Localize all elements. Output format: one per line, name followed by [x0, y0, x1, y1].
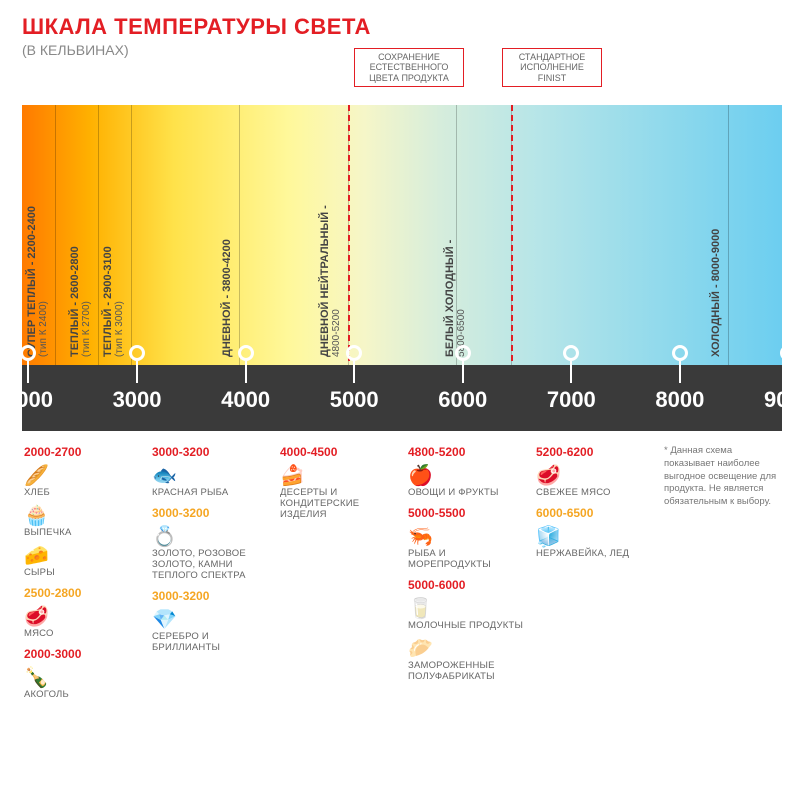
product-icon: 🍰 [280, 466, 398, 486]
product-column: 4000-4500 🍰ДЕСЕРТЫ И КОНДИТЕРСКИЕ ИЗДЕЛИЯ [280, 445, 398, 792]
product-label: СЕРЕБРО И БРИЛЛИАНТЫ [152, 632, 270, 654]
product-column: * Данная схема показывает наиболее выгод… [664, 445, 782, 792]
temp-range-label: 3000-3200 [152, 589, 270, 603]
product-item: 🧁 ВЫПЕЧКА [24, 506, 142, 539]
callout-box: СТАНДАРТНОЕ ИСПОЛНЕНИЕ FINIST [502, 48, 602, 87]
product-grid: 2000-2700 🥖 ХЛЕБ 🧁 ВЫПЕЧКА 🧀 СЫРЫ 2500-2800 🥩 МЯС… [24, 445, 782, 792]
spectrum-gradient [22, 105, 782, 365]
spectrum-divider [55, 105, 56, 365]
temp-range-label: 2000-2700 [24, 445, 142, 459]
kelvin-axis: 20003000400050006000700080009000 [22, 365, 782, 431]
temp-range-label: 3000-3200 [152, 506, 270, 520]
product-label: ЗАМОРОЖЕННЫЕ ПОЛУФАБРИКАТЫ [408, 661, 526, 683]
color-spectrum: СУПЕР ТЕПЛЫЙ - 2200-2400(тип К 2400) ТЕПЛ… [22, 105, 782, 365]
product-item: 🥩 МЯСО [24, 607, 142, 640]
product-icon: 🥩 [536, 466, 654, 486]
temp-range-label: 6000-6500 [536, 506, 654, 520]
product-icon: 🥖 [24, 466, 142, 486]
product-label: СВЕЖЕЕ МЯСО [536, 488, 654, 499]
product-icon: 🦐 [408, 527, 526, 547]
axis-tick: 2000 [4, 345, 53, 413]
product-icon: 💍 [152, 527, 270, 547]
axis-tick: 3000 [113, 345, 162, 413]
temp-range-label: 4000-4500 [280, 445, 398, 459]
spectrum-divider [131, 105, 132, 365]
axis-tick: 8000 [655, 345, 704, 413]
spectrum-band-label: ТЕПЛЫЙ - 2600-2800(тип К 2700) [69, 246, 92, 357]
spectrum-band-label: БЕЛЫЙ ХОЛОДНЫЙ -5800-6500 [444, 240, 467, 357]
product-icon: 🥩 [24, 607, 142, 627]
product-column: 2000-2700 🥖 ХЛЕБ 🧁 ВЫПЕЧКА 🧀 СЫРЫ 2500-2800 🥩 МЯС… [24, 445, 142, 792]
axis-tick: 5000 [330, 345, 379, 413]
spectrum-band-label: ТЕПЛЫЙ - 2900-3100(тип К 3000) [102, 246, 125, 357]
product-icon: 💎 [152, 610, 270, 630]
spectrum-divider [98, 105, 99, 365]
product-label: НЕРЖАВЕЙКА, ЛЕД [536, 549, 654, 560]
spectrum-band-label: СУПЕР ТЕПЛЫЙ - 2200-2400(тип К 2400) [26, 206, 49, 357]
product-column: 4800-5200 🍎 ОВОЩИ И ФРУКТЫ 5000-5500 🦐РЫБА И… [408, 445, 526, 792]
spectrum-dashed-marker [348, 105, 350, 365]
product-label: ДЕСЕРТЫ И КОНДИТЕРСКИЕ ИЗДЕЛИЯ [280, 488, 398, 521]
product-label: МОЛОЧНЫЕ ПРОДУКТЫ [408, 621, 526, 632]
product-icon: 🧁 [24, 506, 142, 526]
axis-tick: 7000 [547, 345, 596, 413]
product-item: 🍎 ОВОЩИ И ФРУКТЫ [408, 466, 526, 499]
product-item: 🥩 СВЕЖЕЕ МЯСО [536, 466, 654, 499]
callout-box: СОХРАНЕНИЕ ЕСТЕСТВЕННОГО ЦВЕТА ПРОДУКТА [354, 48, 464, 87]
product-item: 🦐РЫБА И МОРЕПРОДУКТЫ [408, 527, 526, 571]
product-column: 5200-6200 🥩 СВЕЖЕЕ МЯСО 6000-6500 🧊 НЕРЖАВЕЙК… [536, 445, 654, 792]
product-item: 🐟 КРАСНАЯ РЫБА [152, 466, 270, 499]
temp-range-label: 3000-3200 [152, 445, 270, 459]
product-item: 💎СЕРЕБРО И БРИЛЛИАНТЫ [152, 610, 270, 654]
product-icon: 🧊 [536, 527, 654, 547]
product-label: ЗОЛОТО, РОЗОВОЕ ЗОЛОТО, КАМНИ ТЕПЛОГО СП… [152, 549, 270, 582]
product-item: 🍰ДЕСЕРТЫ И КОНДИТЕРСКИЕ ИЗДЕЛИЯ [280, 466, 398, 521]
temp-range-label: 5200-6200 [536, 445, 654, 459]
product-label: РЫБА И МОРЕПРОДУКТЫ [408, 549, 526, 571]
product-item: 💍ЗОЛОТО, РОЗОВОЕ ЗОЛОТО, КАМНИ ТЕПЛОГО С… [152, 527, 270, 582]
spectrum-container: СУПЕР ТЕПЛЫЙ - 2200-2400(тип К 2400) ТЕПЛ… [22, 105, 782, 431]
spectrum-band-label: ХОЛОДНЫЙ - 8000-9000 [710, 229, 722, 357]
footnote-text: * Данная схема показывает наиболее выгод… [664, 445, 782, 509]
product-label: КРАСНАЯ РЫБА [152, 488, 270, 499]
product-item: 🥛 МОЛОЧНЫЕ ПРОДУКТЫ [408, 599, 526, 632]
callouts-layer: СОХРАНЕНИЕ ЕСТЕСТВЕННОГО ЦВЕТА ПРОДУКТА С… [0, 48, 800, 106]
temp-range-label: 4800-5200 [408, 445, 526, 459]
product-item: 🥟ЗАМОРОЖЕННЫЕ ПОЛУФАБРИКАТЫ [408, 639, 526, 683]
product-icon: 🍎 [408, 466, 526, 486]
product-item: 🧀 СЫРЫ [24, 546, 142, 579]
page-title: ШКАЛА ТЕМПЕРАТУРЫ СВЕТА [22, 14, 778, 40]
axis-tick: 9000 [764, 345, 800, 413]
temp-range-label: 2000-3000 [24, 647, 142, 661]
spectrum-divider [239, 105, 240, 365]
temp-range-label: 2500-2800 [24, 586, 142, 600]
spectrum-band-label: ДНЕВНОЙ НЕЙТРАЛЬНЫЙ -4800-5200 [319, 205, 342, 357]
temp-range-label: 5000-6000 [408, 578, 526, 592]
product-icon: 🥟 [408, 639, 526, 659]
product-item: 🧊 НЕРЖАВЕЙКА, ЛЕД [536, 527, 654, 560]
spectrum-divider [728, 105, 729, 365]
axis-tick: 6000 [438, 345, 487, 413]
product-label: СЫРЫ [24, 568, 142, 579]
product-column: 3000-3200 🐟 КРАСНАЯ РЫБА 3000-3200 💍ЗОЛОТО, … [152, 445, 270, 792]
product-label: ВЫПЕЧКА [24, 528, 142, 539]
product-icon: 🥛 [408, 599, 526, 619]
product-label: ОВОЩИ И ФРУКТЫ [408, 488, 526, 499]
axis-tick: 4000 [221, 345, 270, 413]
product-item: 🥖 ХЛЕБ [24, 466, 142, 499]
spectrum-dashed-marker [511, 105, 513, 365]
product-icon: 🐟 [152, 466, 270, 486]
product-label: ХЛЕБ [24, 488, 142, 499]
product-icon: 🍾 [24, 668, 142, 688]
product-label: АКОГОЛЬ [24, 690, 142, 701]
product-label: МЯСО [24, 629, 142, 640]
temp-range-label: 5000-5500 [408, 506, 526, 520]
product-item: 🍾 АКОГОЛЬ [24, 668, 142, 701]
spectrum-band-label: ДНЕВНОЙ - 3800-4200 [221, 239, 233, 357]
product-icon: 🧀 [24, 546, 142, 566]
